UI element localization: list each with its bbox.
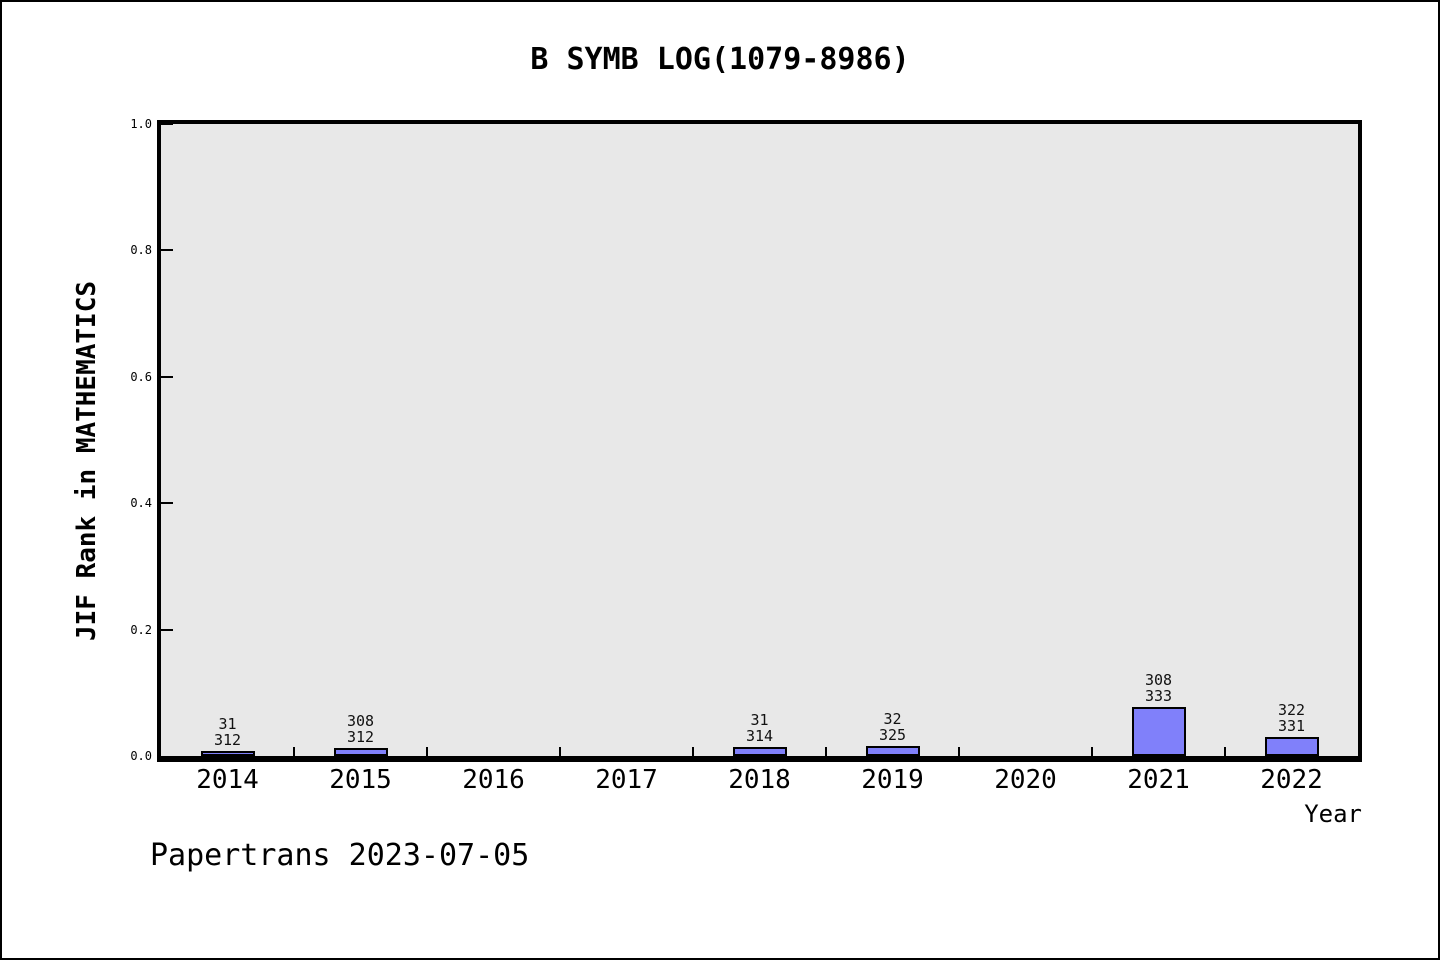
x-minor-tick	[293, 747, 295, 756]
x-minor-tick	[426, 747, 428, 756]
bar-value-line: 322	[1277, 701, 1306, 719]
y-tick-label-0.2: 0.2	[130, 622, 152, 637]
y-tick-label-0.0: 0.0	[130, 749, 152, 763]
x-minor-tick	[692, 747, 694, 756]
bar-value-label-2019: 32 325	[848, 711, 938, 743]
bar-2019	[865, 746, 920, 756]
y-tick-mark-0.8	[161, 249, 173, 252]
bar-2021	[1131, 707, 1186, 756]
plot-area: 31 312 308 312 31 314 32 325 308 333 322 331	[157, 120, 1362, 762]
bar-value-line: 31	[750, 711, 769, 729]
bar-value-line: 308	[1144, 671, 1173, 689]
bar-value-line: 312	[213, 731, 242, 749]
bar-value-line: 32	[883, 710, 902, 728]
bar-value-label-2015: 308 312	[316, 713, 406, 745]
bar-value-label-2022: 322 331	[1247, 702, 1337, 734]
x-axis-label: Year	[1304, 800, 1362, 828]
bar-value-line: 308	[346, 712, 375, 730]
plot-inner: 31 312 308 312 31 314 32 325 308 333 322 331	[161, 123, 1358, 756]
y-tick-mark-0.6	[161, 375, 173, 378]
bar-2015	[333, 748, 388, 756]
x-minor-tick	[825, 747, 827, 756]
x-minor-tick	[1224, 747, 1226, 756]
x-tick-label-2021: 2021	[1127, 765, 1190, 795]
y-tick-label-1.0: 1.0	[130, 117, 152, 131]
bar-value-line: 333	[1144, 687, 1173, 705]
x-tick-label-2017: 2017	[595, 765, 658, 795]
x-tick-label-2022: 2022	[1260, 765, 1323, 795]
y-axis-label: JIF Rank in MATHEMATICS	[72, 280, 102, 642]
bar-2014	[200, 751, 255, 756]
bar-2018	[732, 747, 787, 756]
x-minor-tick	[958, 747, 960, 756]
bar-value-line: 312	[346, 728, 375, 746]
y-tick-mark-0.2	[161, 628, 173, 631]
y-tick-label-0.4: 0.4	[130, 496, 152, 511]
x-minor-tick	[559, 747, 561, 756]
x-tick-label-2020: 2020	[994, 765, 1057, 795]
bar-value-line: 31	[218, 715, 237, 733]
bar-value-label-2021: 308 333	[1114, 672, 1204, 704]
bar-value-line: 325	[878, 726, 907, 744]
chart-title: B SYMB LOG(1079-8986)	[530, 42, 910, 77]
x-tick-label-2019: 2019	[861, 765, 924, 795]
x-tick-label-2014: 2014	[196, 765, 259, 795]
footer-note: Papertrans 2023-07-05	[150, 838, 530, 873]
x-tick-label-2018: 2018	[728, 765, 791, 795]
bar-value-line: 331	[1277, 717, 1306, 735]
bar-value-label-2018: 31 314	[715, 712, 805, 744]
x-tick-label-2015: 2015	[329, 765, 392, 795]
x-minor-tick	[1091, 747, 1093, 756]
y-tick-mark-0.4	[161, 502, 173, 505]
y-tick-mark-1.0	[161, 123, 173, 125]
bar-value-line: 314	[745, 727, 774, 745]
y-tick-label-0.8: 0.8	[130, 243, 152, 258]
bar-2022	[1264, 737, 1319, 756]
bar-value-label-2014: 31 312	[183, 716, 273, 748]
y-tick-label-0.6: 0.6	[130, 369, 152, 384]
x-tick-label-2016: 2016	[462, 765, 525, 795]
